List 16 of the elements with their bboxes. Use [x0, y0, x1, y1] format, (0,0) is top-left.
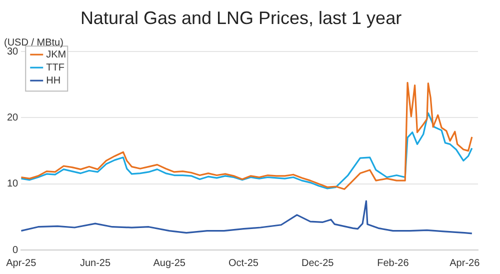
chart-title: Natural Gas and LNG Prices, last 1 year — [80, 8, 402, 28]
x-tick-label: Aug-25 — [153, 258, 186, 269]
x-tick-label: Oct-25 — [228, 258, 259, 269]
x-tick-label: Apr-25 — [6, 258, 37, 269]
y-tick-label: 20 — [7, 112, 19, 124]
x-tick-label: Apr-26 — [450, 258, 480, 269]
x-tick-label: Dec-25 — [301, 258, 334, 269]
y-tick-label: 0 — [12, 244, 19, 256]
y-axis-title: (USD / MBtu) — [4, 37, 64, 48]
legend-label: JKM — [46, 49, 66, 60]
y-tick-label: 10 — [7, 178, 19, 190]
x-tick-label: Feb-26 — [377, 258, 410, 269]
legend-label: HH — [46, 75, 61, 86]
y-tick-label: 30 — [7, 46, 19, 58]
x-tick-label: Jun-25 — [80, 258, 111, 269]
legend-label: TTF — [46, 62, 64, 74]
